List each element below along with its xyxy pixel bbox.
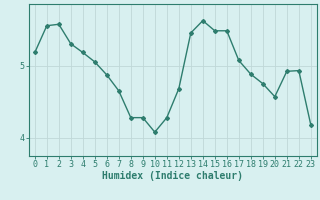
- X-axis label: Humidex (Indice chaleur): Humidex (Indice chaleur): [102, 171, 243, 181]
